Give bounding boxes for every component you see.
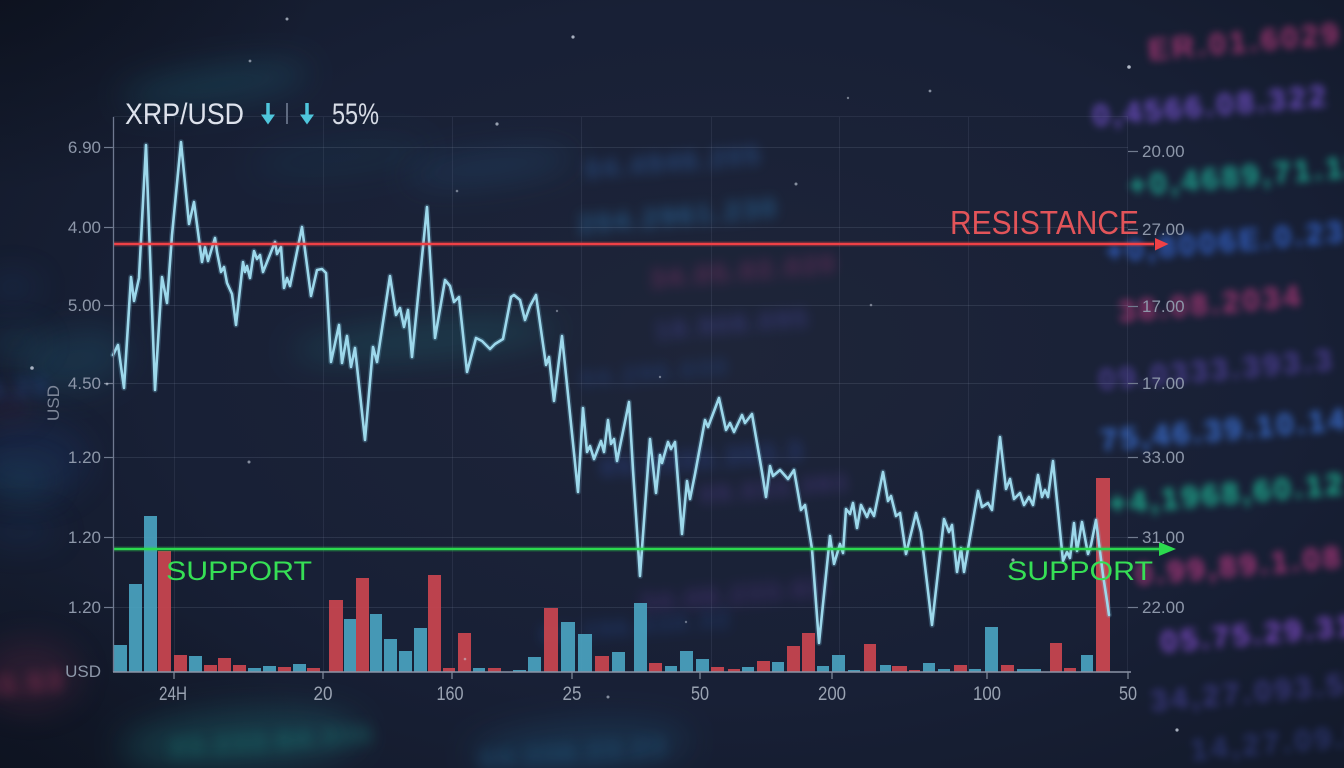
svg-text:SUPPORT: SUPPORT bbox=[166, 556, 312, 586]
svg-text:1.20: 1.20 bbox=[68, 448, 101, 467]
svg-text:33.00: 33.00 bbox=[1142, 448, 1185, 467]
svg-text:1.20: 1.20 bbox=[68, 528, 101, 547]
svg-text:SUPPORT: SUPPORT bbox=[1007, 556, 1153, 586]
svg-text:RESISTANCE: RESISTANCE bbox=[950, 204, 1139, 241]
svg-text:27.00: 27.00 bbox=[1142, 220, 1185, 239]
svg-text:4.00: 4.00 bbox=[68, 218, 101, 237]
svg-text:24H: 24H bbox=[159, 684, 187, 705]
svg-text:50: 50 bbox=[691, 684, 709, 705]
svg-text:22.00: 22.00 bbox=[1142, 598, 1185, 617]
svg-text:50: 50 bbox=[1119, 684, 1137, 705]
svg-text:XRP/USD: XRP/USD bbox=[125, 98, 244, 131]
svg-text:6.90: 6.90 bbox=[68, 138, 101, 157]
svg-text:31.00: 31.00 bbox=[1142, 528, 1185, 547]
svg-text:200: 200 bbox=[818, 684, 846, 705]
svg-text:160: 160 bbox=[437, 684, 464, 705]
svg-text:USD: USD bbox=[44, 385, 63, 421]
svg-text:17.00: 17.00 bbox=[1142, 374, 1185, 393]
svg-text:25: 25 bbox=[563, 684, 582, 705]
svg-text:4.50: 4.50 bbox=[68, 374, 101, 393]
svg-text:100: 100 bbox=[973, 684, 1001, 705]
svg-text:20: 20 bbox=[314, 684, 333, 705]
svg-text:20.00: 20.00 bbox=[1142, 142, 1185, 161]
svg-text:USD: USD bbox=[65, 662, 101, 681]
svg-text:17.00: 17.00 bbox=[1142, 297, 1185, 316]
svg-text:1.20: 1.20 bbox=[68, 598, 101, 617]
svg-text:55%: 55% bbox=[332, 98, 379, 131]
svg-text:5.00: 5.00 bbox=[68, 296, 101, 315]
